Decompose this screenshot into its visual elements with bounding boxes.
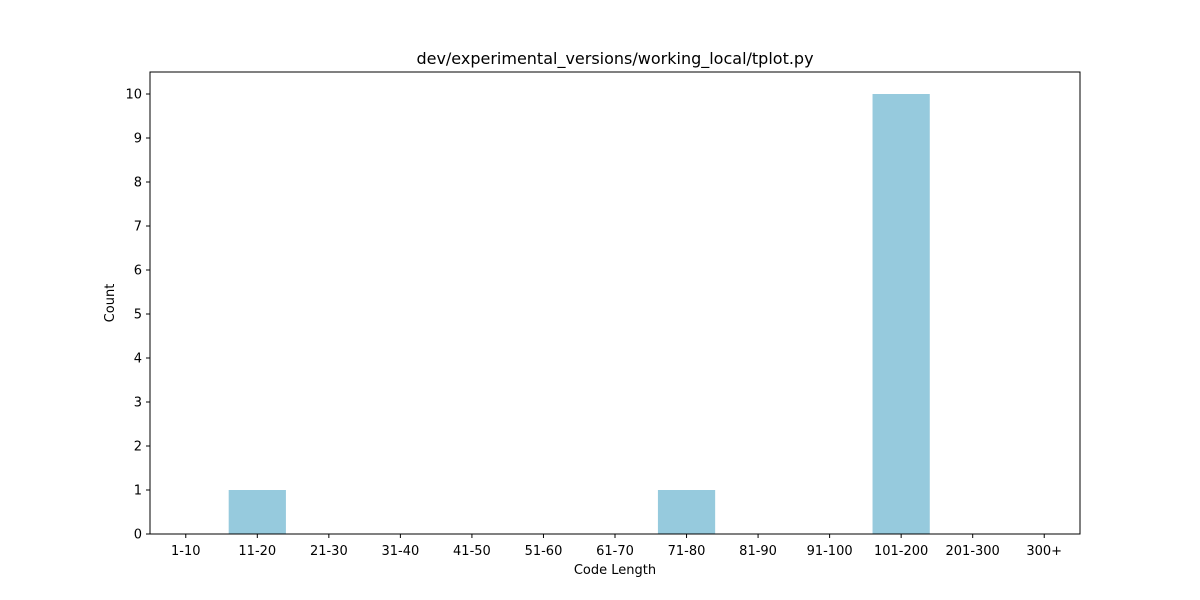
y-axis-label: Count — [103, 284, 118, 323]
y-tick-label: 2 — [134, 440, 142, 455]
y-tick-label: 0 — [134, 528, 142, 543]
x-tick-label: 41-50 — [453, 544, 491, 559]
x-tick-label: 71-80 — [668, 544, 706, 559]
y-tick-label: 7 — [134, 220, 142, 235]
x-axis-label: Code Length — [574, 563, 656, 578]
x-tick-label: 21-30 — [310, 544, 348, 559]
bar-11-20 — [228, 490, 286, 534]
x-tick-label: 31-40 — [381, 544, 419, 559]
x-tick-label: 91-100 — [807, 544, 853, 559]
bars-group — [228, 94, 930, 534]
bar-101-200 — [872, 94, 930, 534]
x-axis: 1-10 11-20 21-30 31-40 41-50 51-60 61-70 71-80 8… — [171, 534, 1062, 559]
x-tick-label: 300+ — [1026, 544, 1062, 559]
x-tick-label: 61-70 — [596, 544, 634, 559]
y-tick-label: 3 — [134, 396, 142, 411]
y-tick-label: 6 — [134, 264, 142, 279]
x-tick-label: 81-90 — [739, 544, 777, 559]
y-tick-label: 8 — [134, 176, 142, 191]
y-axis: 0 1 2 3 4 5 6 7 8 9 10 — [125, 88, 150, 543]
x-tick-label: 101-200 — [874, 544, 928, 559]
x-tick-label: 1-10 — [171, 544, 201, 559]
y-tick-label: 1 — [134, 484, 142, 499]
y-tick-label: 5 — [134, 308, 142, 323]
x-tick-label: 11-20 — [238, 544, 276, 559]
y-tick-label: 4 — [134, 352, 142, 367]
y-tick-label: 9 — [134, 132, 142, 147]
x-tick-label: 201-300 — [946, 544, 1000, 559]
plot-frame — [149, 71, 1081, 535]
chart-title: dev/experimental_versions/working_local/… — [416, 49, 813, 69]
bar-71-80 — [657, 490, 716, 534]
x-tick-label: 51-60 — [525, 544, 563, 559]
y-tick-label: 10 — [125, 88, 142, 103]
